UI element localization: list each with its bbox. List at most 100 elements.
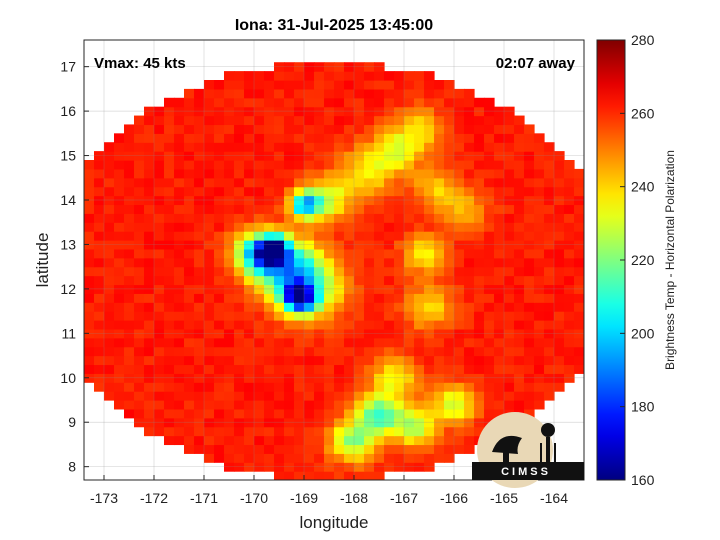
heatmap-cell bbox=[314, 275, 325, 286]
heatmap-cell bbox=[474, 311, 485, 321]
heatmap-cell bbox=[164, 231, 175, 241]
heatmap-cell bbox=[484, 328, 495, 339]
heatmap-cell bbox=[334, 284, 345, 294]
heatmap-cell bbox=[374, 417, 385, 428]
heatmap-cell bbox=[204, 382, 215, 392]
heatmap-cell bbox=[254, 311, 265, 321]
heatmap-cell bbox=[114, 257, 125, 268]
heatmap-cell bbox=[514, 160, 525, 170]
chart-title: Iona: 31-Jul-2025 13:45:00 bbox=[235, 17, 433, 34]
heatmap-cell bbox=[304, 435, 315, 446]
heatmap-cell bbox=[274, 337, 285, 348]
heatmap-cell bbox=[334, 417, 345, 428]
heatmap-cell bbox=[334, 177, 345, 188]
heatmap-cell bbox=[374, 453, 385, 463]
heatmap-cell bbox=[494, 311, 505, 321]
heatmap-cell bbox=[574, 275, 584, 286]
heatmap-cell bbox=[444, 408, 455, 419]
heatmap-cell bbox=[454, 133, 465, 143]
heatmap-cell bbox=[154, 311, 165, 321]
heatmap-cell bbox=[404, 284, 415, 294]
heatmap-cell bbox=[374, 177, 385, 188]
heatmap-cell bbox=[334, 275, 345, 286]
heatmap-cell bbox=[564, 257, 575, 268]
heatmap-cell bbox=[274, 284, 285, 294]
heatmap-cell bbox=[134, 355, 145, 366]
heatmap-cell bbox=[494, 186, 505, 197]
heatmap-cell bbox=[314, 115, 325, 126]
heatmap-cell bbox=[394, 453, 405, 463]
heatmap-cell bbox=[254, 417, 265, 428]
heatmap-cell bbox=[474, 382, 485, 392]
heatmap-cell bbox=[364, 453, 375, 463]
heatmap-cell bbox=[244, 453, 255, 463]
heatmap-cell bbox=[404, 355, 415, 366]
heatmap-cell bbox=[434, 88, 445, 99]
heatmap-cell bbox=[344, 133, 355, 143]
heatmap-cell bbox=[444, 160, 455, 170]
heatmap-cell bbox=[444, 328, 455, 339]
heatmap-cell bbox=[294, 231, 305, 241]
heatmap-cell bbox=[184, 133, 195, 143]
heatmap-cell bbox=[354, 435, 365, 446]
heatmap-cell bbox=[364, 373, 375, 383]
heatmap-cell bbox=[264, 177, 275, 188]
heatmap-cell bbox=[464, 364, 475, 374]
heatmap-cell bbox=[94, 177, 105, 188]
heatmap-cell bbox=[304, 328, 315, 339]
heatmap-cell bbox=[584, 249, 595, 258]
heatmap-cell bbox=[244, 142, 255, 152]
heatmap-cell bbox=[214, 195, 225, 206]
heatmap-cell bbox=[484, 97, 495, 108]
heatmap-cell bbox=[444, 355, 455, 366]
heatmap-cell bbox=[434, 373, 445, 383]
heatmap-cell bbox=[294, 97, 305, 108]
heatmap-cell bbox=[494, 240, 505, 250]
heatmap-cell bbox=[194, 97, 205, 108]
heatmap-cell bbox=[554, 168, 565, 179]
heatmap-cell bbox=[84, 204, 95, 214]
heatmap-cell bbox=[334, 213, 345, 223]
heatmap-cell bbox=[324, 240, 335, 250]
heatmap-cell bbox=[284, 311, 295, 321]
heatmap-cell bbox=[274, 151, 285, 161]
heatmap-cell bbox=[444, 240, 455, 250]
heatmap-cell bbox=[474, 142, 485, 152]
heatmap-cell bbox=[234, 168, 245, 179]
heatmap-cell bbox=[364, 80, 375, 90]
heatmap-cell bbox=[344, 97, 355, 108]
heatmap-cell bbox=[504, 382, 515, 392]
heatmap-cell bbox=[364, 302, 375, 312]
heatmap-cell bbox=[374, 311, 385, 321]
heatmap-cell bbox=[214, 391, 225, 401]
heatmap-cell bbox=[154, 275, 165, 286]
heatmap-cell bbox=[324, 80, 335, 90]
heatmap-cell bbox=[254, 71, 265, 81]
cimss-logo: CIMSS bbox=[472, 412, 584, 488]
heatmap-cell bbox=[294, 471, 305, 480]
heatmap-cell bbox=[424, 71, 435, 81]
heatmap-cell bbox=[184, 195, 195, 206]
heatmap-cell bbox=[244, 186, 255, 197]
heatmap-cell bbox=[124, 177, 135, 188]
heatmap-cell bbox=[344, 311, 355, 321]
heatmap-cell bbox=[394, 115, 405, 126]
heatmap-cell bbox=[544, 355, 555, 366]
heatmap-cell bbox=[454, 275, 465, 286]
heatmap-cell bbox=[324, 168, 335, 179]
heatmap-cell bbox=[204, 391, 215, 401]
heatmap-cell bbox=[114, 266, 125, 277]
heatmap-cell bbox=[204, 142, 215, 152]
heatmap-cell bbox=[104, 293, 115, 303]
colorbar-tick-label: 160 bbox=[631, 472, 655, 488]
heatmap-cell bbox=[104, 213, 115, 223]
heatmap-cell bbox=[334, 382, 345, 392]
heatmap-cell bbox=[194, 435, 205, 446]
heatmap-cell bbox=[564, 177, 575, 188]
heatmap-cell bbox=[464, 408, 475, 419]
heatmap-cell bbox=[344, 195, 355, 206]
heatmap-cell bbox=[504, 240, 515, 250]
heatmap-cell bbox=[164, 408, 175, 419]
heatmap-cell bbox=[184, 311, 195, 321]
heatmap-cell bbox=[124, 240, 135, 250]
